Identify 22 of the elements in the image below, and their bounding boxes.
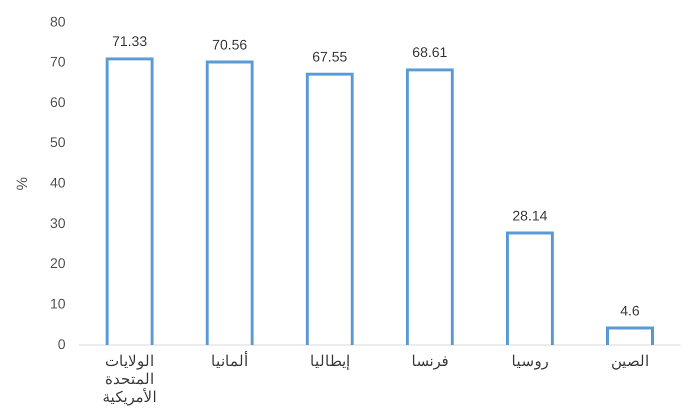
x-tick-label: فرنسا [411, 353, 448, 370]
y-tick-label: 10 [50, 296, 66, 312]
y-tick-label: 40 [50, 174, 66, 191]
y-tick-label: 60 [50, 94, 66, 110]
y-tick-label: 50 [50, 134, 66, 150]
data-label: 70.56 [212, 36, 248, 52]
data-label: 67.55 [312, 48, 348, 64]
x-tick-label: إيطاليا [310, 353, 350, 370]
data-label: 28.14 [512, 207, 548, 224]
y-tick-label: 70 [50, 54, 66, 70]
x-tick-label: الولايات المتحدة الأمريكية [102, 353, 157, 406]
data-label: 68.61 [412, 44, 448, 60]
x-tick-label: ألمانيا [211, 351, 248, 370]
y-tick-label: 0 [58, 336, 66, 352]
y-tick-label: 80 [50, 13, 66, 30]
data-label: 4.6 [620, 302, 640, 318]
y-axis-title: % [14, 177, 32, 190]
data-label: 71.33 [112, 33, 148, 50]
y-tick-label: 30 [50, 214, 66, 231]
y-tick-label: 20 [50, 255, 66, 272]
x-tick-label: روسيا [511, 353, 548, 370]
x-tick-label: الصين [610, 353, 649, 370]
